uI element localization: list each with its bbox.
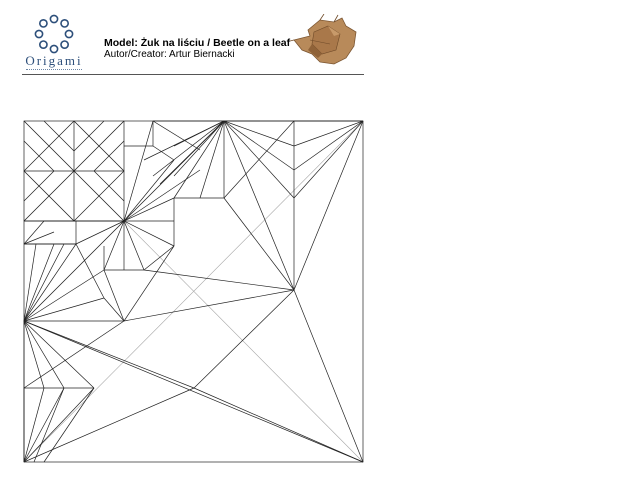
mountain-lines <box>23 120 364 463</box>
model-photo <box>289 13 362 70</box>
model-author: Autor/Creator: Artur Biernacki <box>104 49 235 60</box>
logo-underline <box>26 69 82 72</box>
origami-logo: Origami <box>22 14 86 74</box>
origami-beetle-photo-icon <box>289 13 357 65</box>
header-divider <box>22 74 364 75</box>
model-title: Model: Żuk na liściu / Beetle on a leaf <box>104 37 291 49</box>
origami-ring-logo-icon <box>34 14 74 54</box>
logo-text: Origami <box>25 53 83 68</box>
